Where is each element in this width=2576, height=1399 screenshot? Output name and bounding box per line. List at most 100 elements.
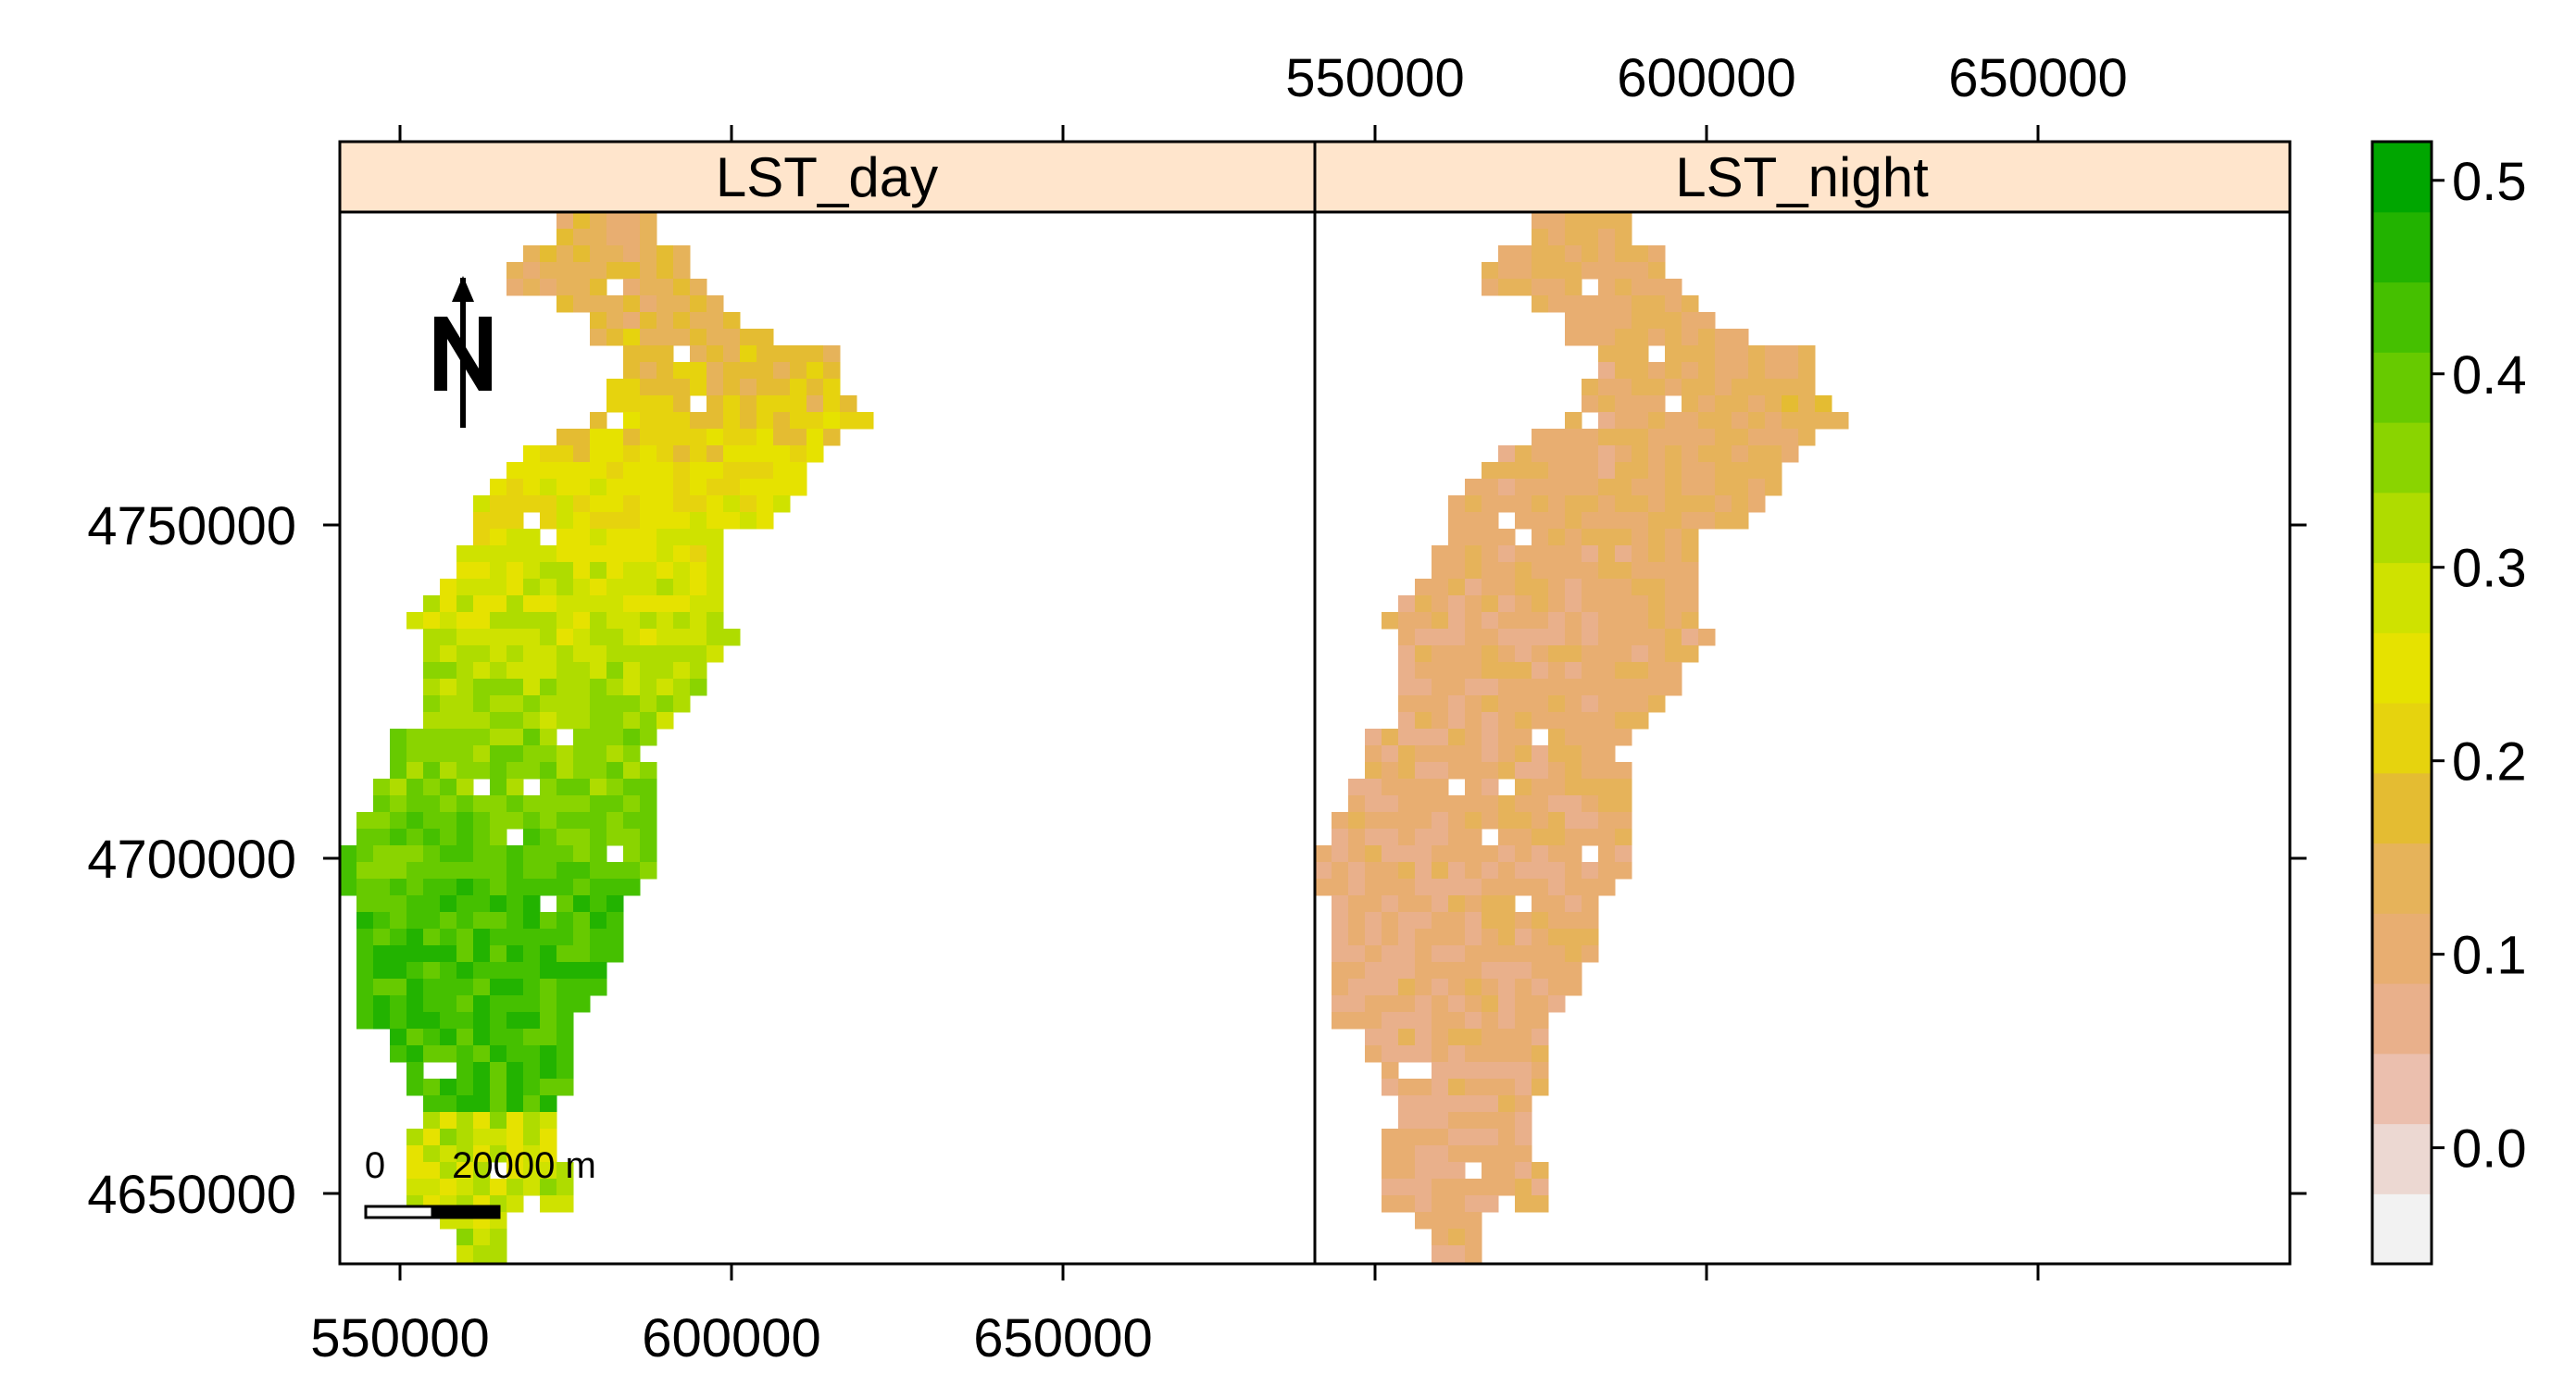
raster-cell — [1332, 912, 1349, 930]
raster-cell — [556, 295, 574, 313]
raster-cell — [523, 245, 541, 263]
raster-cell — [523, 1029, 541, 1046]
raster-cell — [623, 562, 641, 580]
raster-cell — [1548, 862, 1566, 880]
raster-cell — [673, 529, 691, 546]
color-key-tick-label: 0.4 — [2452, 345, 2527, 406]
raster-cell — [1515, 945, 1532, 963]
raster-cell — [423, 912, 441, 930]
raster-cell — [440, 929, 457, 946]
raster-cell — [657, 629, 674, 646]
raster-cell — [1532, 245, 1549, 263]
raster-cell — [423, 729, 441, 746]
raster-cell — [423, 662, 441, 680]
raster-cell — [1382, 612, 1399, 630]
raster-cell — [440, 945, 457, 963]
raster-cell — [1498, 812, 1516, 830]
raster-cell — [723, 512, 741, 530]
raster-cell — [1448, 1112, 1466, 1130]
raster-cell — [1432, 629, 1449, 646]
raster-cell — [723, 329, 741, 346]
raster-cell — [1398, 629, 1416, 646]
raster-cell — [1448, 645, 1466, 663]
raster-cell — [1465, 579, 1482, 596]
raster-cell — [523, 1145, 541, 1163]
raster-cell — [1582, 229, 1599, 246]
raster-cell — [456, 662, 474, 680]
raster-cell — [1515, 962, 1532, 980]
raster-cell — [1648, 679, 1666, 696]
raster-cell — [606, 329, 624, 346]
raster-cell — [1632, 695, 1649, 713]
raster-cell — [1665, 479, 1682, 496]
raster-cell — [573, 229, 591, 246]
raster-cell — [440, 879, 457, 896]
raster-cell — [1532, 462, 1549, 480]
raster-cell — [1715, 395, 1732, 413]
raster-cell — [473, 579, 491, 596]
raster-cell — [373, 829, 391, 846]
raster-cell — [473, 562, 491, 580]
raster-cell — [473, 529, 491, 546]
raster-cell — [1515, 912, 1532, 930]
raster-cell — [623, 812, 641, 830]
raster-cell — [1448, 795, 1466, 813]
raster-cell — [657, 512, 674, 530]
raster-cell — [1465, 1195, 1482, 1213]
y-tick-label-4750000: 4750000 — [87, 496, 296, 556]
raster-cell — [1398, 829, 1416, 846]
raster-cell — [1482, 729, 1499, 746]
raster-cell — [1682, 312, 1699, 330]
raster-cell — [1382, 1012, 1399, 1030]
raster-cell — [1498, 445, 1516, 463]
raster-cell — [540, 612, 557, 630]
raster-cell — [1565, 612, 1582, 630]
raster-cell — [1432, 679, 1449, 696]
color-key-swatch — [2372, 1123, 2432, 1194]
raster-cell — [473, 745, 491, 763]
raster-cell — [1482, 1129, 1499, 1146]
raster-cell — [440, 1179, 457, 1196]
raster-cell — [1332, 1012, 1349, 1030]
raster-cell — [556, 679, 574, 696]
raster-cell — [606, 879, 624, 896]
color-key-tick-label: 0.2 — [2452, 732, 2527, 793]
raster-cell — [1548, 279, 1566, 296]
raster-cell — [606, 695, 624, 713]
raster-cell — [440, 1029, 457, 1046]
raster-cell — [1532, 645, 1549, 663]
raster-cell — [440, 695, 457, 713]
raster-cell — [1565, 812, 1582, 830]
raster-cell — [1448, 929, 1466, 946]
raster-cell — [1482, 662, 1499, 680]
raster-cell — [1465, 1012, 1482, 1030]
raster-cell — [1398, 1179, 1416, 1196]
raster-cell — [456, 995, 474, 1013]
raster-cell — [506, 1129, 524, 1146]
raster-cell — [757, 495, 774, 513]
raster-cell — [1365, 829, 1382, 846]
raster-cell — [1515, 829, 1532, 846]
raster-cell — [1632, 329, 1649, 346]
raster-cell — [373, 779, 391, 796]
raster-cell — [1598, 595, 1616, 613]
raster-cell — [506, 479, 524, 496]
raster-cell — [1465, 1212, 1482, 1230]
raster-cell — [473, 1162, 491, 1180]
raster-cell — [573, 562, 591, 580]
raster-cell — [490, 912, 507, 930]
raster-cell — [1348, 929, 1366, 946]
raster-cell — [1732, 395, 1749, 413]
raster-cell — [606, 762, 624, 780]
raster-cell — [440, 712, 457, 730]
raster-cell — [1448, 1179, 1466, 1196]
raster-cell — [556, 645, 574, 663]
raster-cell — [523, 845, 541, 863]
raster-cell — [523, 495, 541, 513]
raster-cell — [1682, 462, 1699, 480]
raster-cell — [423, 1012, 441, 1030]
raster-cell — [723, 479, 741, 496]
raster-cell — [623, 329, 641, 346]
raster-cell — [673, 695, 691, 713]
raster-cell — [406, 812, 424, 830]
